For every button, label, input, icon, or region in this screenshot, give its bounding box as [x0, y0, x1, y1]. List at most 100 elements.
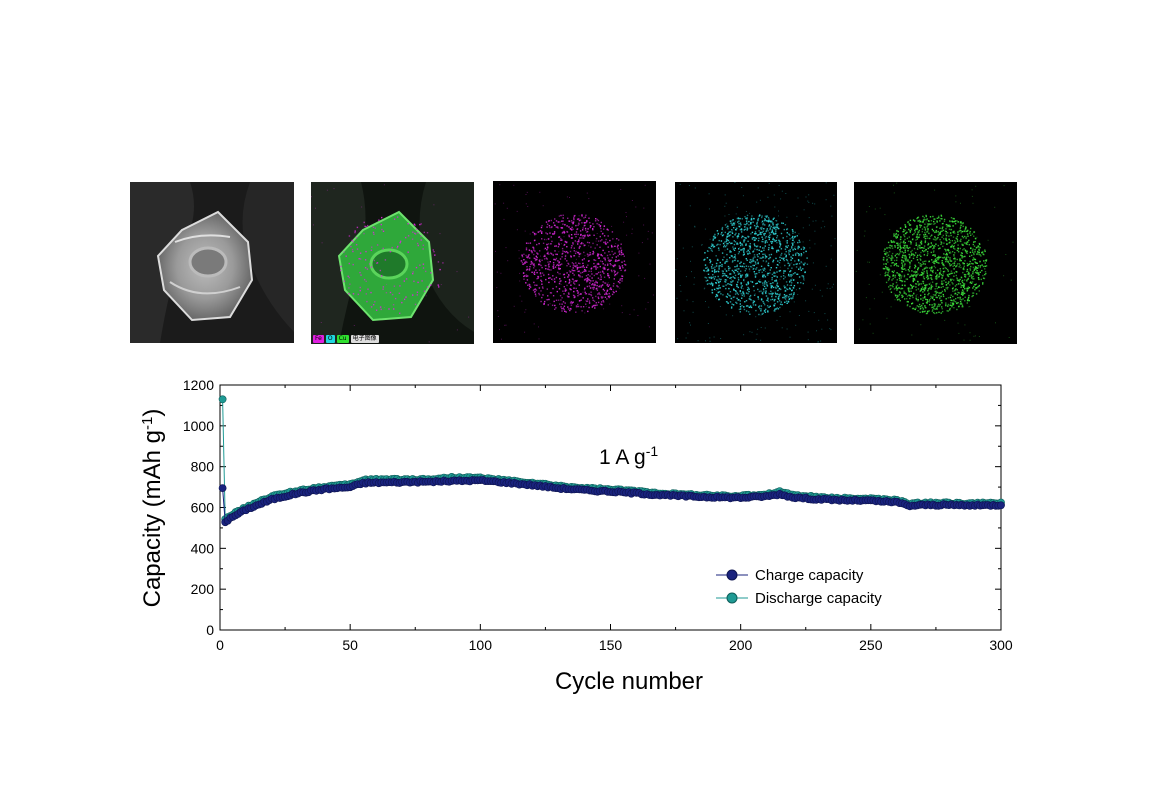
o-signal-dot: [725, 238, 728, 240]
cu-signal-dot: [913, 247, 916, 250]
fe-signal-dot: [610, 244, 613, 247]
fe-signal-dot: [644, 184, 646, 186]
fe-signal-dot: [558, 243, 560, 246]
o-signal-dot: [803, 209, 805, 211]
fe-signal-dot: [615, 243, 617, 244]
o-signal-dot: [800, 282, 802, 284]
o-signal-dot: [688, 185, 690, 186]
o-signal-dot: [790, 274, 792, 276]
cu-signal-dot: [904, 229, 906, 231]
o-signal-dot: [745, 220, 748, 222]
cu-signal-dot: [934, 290, 936, 293]
o-signal-dot: [752, 258, 754, 260]
cu-signal-dot: [908, 294, 910, 296]
cu-signal-dot: [976, 246, 978, 249]
cu-signal-dot: [906, 258, 908, 260]
cu-signal-dot: [977, 286, 979, 288]
cu-signal-dot: [902, 261, 905, 263]
fe-signal-dot: [599, 246, 601, 248]
cu-signal-dot: [964, 255, 966, 258]
cu-signal-dot: [917, 296, 919, 298]
cu-signal-dot: [915, 274, 917, 276]
fe-signal-dot: [537, 253, 539, 255]
o-signal-dot: [750, 219, 753, 221]
fe-signal-dot: [525, 242, 528, 244]
cu-signal-dot: [936, 238, 938, 240]
fe-signal-dot: [521, 255, 524, 258]
fe-signal-dot: [499, 184, 501, 186]
o-signal-dot: [708, 246, 710, 249]
fe-signal-dot: [604, 241, 607, 243]
o-signal-dot: [692, 311, 694, 313]
o-signal-dot: [709, 340, 711, 342]
o-signal-dot: [833, 194, 835, 196]
o-signal-dot: [747, 240, 749, 242]
fe-signal-dot: [538, 242, 540, 245]
fe-signal-dot: [539, 261, 541, 263]
o-signal-dot: [725, 279, 728, 281]
cu-signal-dot: [934, 303, 937, 305]
cu-signal-dot: [898, 294, 901, 296]
o-signal-dot: [737, 281, 739, 283]
o-signal-dot: [761, 236, 763, 238]
overlay-signal-dot: [326, 189, 328, 191]
cu-signal-dot: [932, 248, 934, 250]
o-signal-dot: [766, 284, 768, 286]
legend-label-charge: Charge capacity: [755, 567, 864, 584]
cu-signal-dot: [912, 275, 915, 277]
fe-signal-dot: [612, 290, 614, 293]
cu-signal-dot: [915, 297, 917, 299]
overlay-signal-dot: [420, 239, 422, 241]
cu-signal-dot: [944, 230, 947, 232]
o-signal-dot: [736, 235, 738, 238]
fe-signal-dot: [589, 222, 591, 224]
o-signal-dot: [812, 220, 814, 222]
cu-signal-dot: [966, 264, 969, 267]
cu-signal-dot: [927, 228, 929, 230]
fe-signal-dot: [609, 288, 611, 290]
o-signal-dot: [725, 295, 728, 298]
fe-signal-dot: [568, 220, 570, 222]
cu-signal-dot: [960, 298, 963, 301]
o-signal-dot: [791, 298, 793, 300]
cu-signal-dot: [960, 284, 963, 287]
cu-signal-dot: [937, 230, 939, 233]
o-signal-dot: [797, 247, 799, 250]
cu-signal-dot: [972, 263, 974, 265]
fe-signal-dot: [579, 266, 581, 268]
o-signal-dot: [742, 250, 745, 252]
fe-signal-dot: [611, 270, 613, 273]
cu-signal-dot: [916, 248, 919, 250]
cu-signal-dot: [965, 251, 968, 253]
fe-signal-dot: [535, 289, 538, 291]
cu-signal-dot: [906, 246, 908, 248]
o-signal-dot: [793, 301, 795, 303]
cu-signal-dot: [892, 241, 894, 243]
cu-signal-dot: [959, 260, 961, 262]
o-signal-dot: [736, 206, 738, 208]
overlay-signal-dot: [419, 223, 421, 226]
o-signal-dot: [721, 265, 723, 268]
fe-signal-dot: [596, 244, 598, 246]
cu-signal-dot: [949, 251, 951, 253]
o-signal-dot: [752, 285, 755, 288]
o-signal-dot: [777, 264, 779, 266]
o-signal-dot: [746, 284, 748, 286]
cu-signal-dot: [945, 281, 947, 283]
o-signal-dot: [738, 223, 740, 225]
o-signal-dot: [715, 295, 717, 298]
fe-signal-dot: [584, 293, 587, 295]
cu-signal-dot: [954, 285, 957, 287]
o-signal-dot: [775, 295, 777, 298]
o-signal-dot: [736, 264, 738, 266]
o-signal-dot: [737, 217, 740, 219]
fe-signal-dot: [547, 243, 550, 245]
fe-signal-dot: [560, 306, 562, 308]
fe-signal-dot: [602, 267, 604, 269]
fe-signal-dot: [615, 256, 617, 258]
cu-signal-dot: [937, 338, 939, 340]
o-signal-dot: [774, 280, 776, 282]
fe-signal-dot: [532, 231, 534, 233]
cu-signal-dot: [885, 281, 888, 284]
